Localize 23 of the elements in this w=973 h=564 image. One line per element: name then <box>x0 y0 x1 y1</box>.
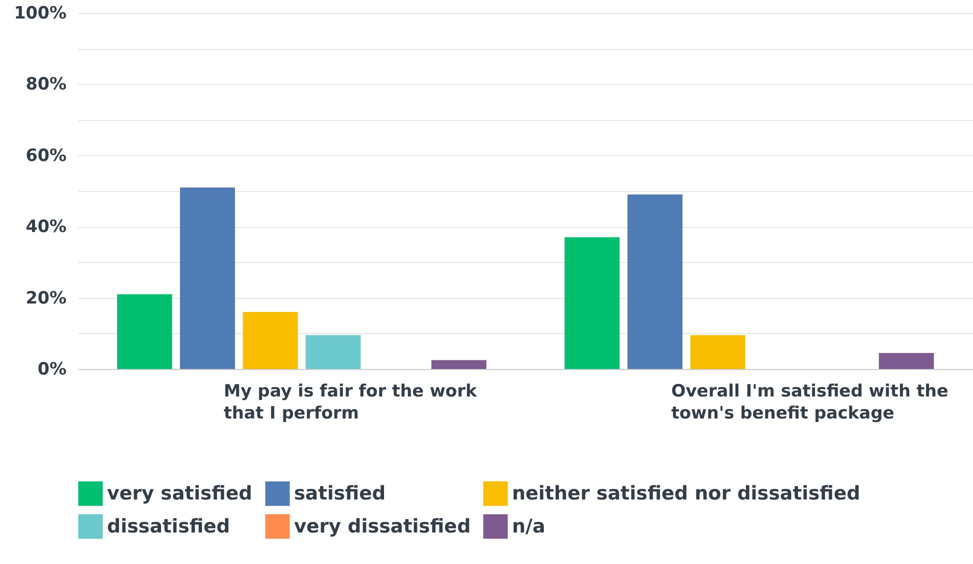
legend-label: very dissatisfied <box>294 516 471 538</box>
bar <box>878 352 934 369</box>
bar <box>117 294 172 369</box>
legend-label: n/a <box>512 516 546 538</box>
y-tick-label: 100% <box>14 4 66 24</box>
y-tick-label: 40% <box>26 217 66 238</box>
bar <box>627 194 682 369</box>
y-tick-label: 0% <box>38 360 66 380</box>
bar <box>431 360 486 369</box>
bar <box>180 187 235 369</box>
bar <box>690 335 746 369</box>
x-tick-label: Overall I'm satisfied with the town's benefit package <box>671 382 948 424</box>
bar <box>564 237 620 369</box>
legend-label: very satisfied <box>107 482 252 505</box>
x-tick-label: My pay is fair for the work that I perform <box>224 382 478 424</box>
y-tick-label: 20% <box>26 288 66 308</box>
bar <box>306 335 361 369</box>
legend-label: dissatisfied <box>107 516 230 538</box>
legend-label: satisfied <box>294 482 386 505</box>
bar <box>242 312 298 369</box>
y-tick-label: 80% <box>26 74 66 95</box>
legend-label: neither satisfied nor dissatisfied <box>512 482 860 505</box>
y-tick-label: 60% <box>26 146 66 166</box>
